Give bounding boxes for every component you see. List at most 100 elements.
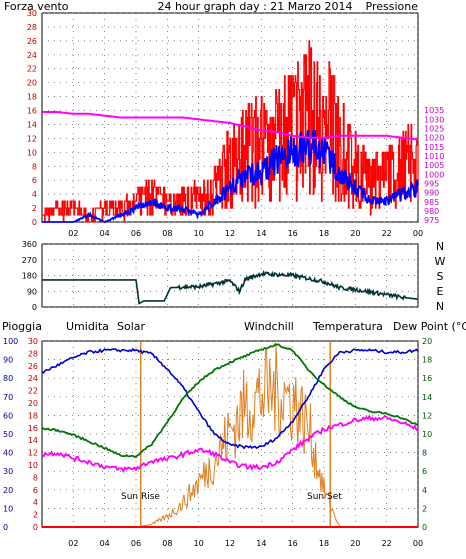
- x-tick-label: 12: [225, 539, 235, 548]
- rain-y-tick: 30: [28, 337, 38, 346]
- humidity-y-tick: 50: [3, 430, 13, 439]
- temperature-y-tick: 4: [422, 486, 427, 495]
- direction-grid: [42, 243, 419, 308]
- pressure-y-tick: 975: [424, 216, 439, 225]
- x-tick-label: 18: [319, 229, 329, 238]
- rain-title: Pioggia: [2, 320, 42, 333]
- humidity-y-tick: 60: [3, 411, 13, 420]
- rain-y-tick: 22: [28, 387, 38, 396]
- x-tick-label: 20: [350, 539, 360, 548]
- pressure-y-tick: 1000: [424, 170, 444, 179]
- x-tick-label: 14: [256, 539, 266, 548]
- wind-y-tick: 14: [27, 120, 37, 129]
- x-tick-label: 08: [162, 229, 172, 238]
- wind-y-tick: 22: [27, 65, 37, 74]
- humidity-y-tick: 100: [3, 337, 18, 346]
- sunset-label: Sun Set: [307, 492, 342, 502]
- temperature-y-tick: 18: [422, 356, 432, 365]
- x-tick-label: 06: [131, 539, 141, 548]
- pressure-y-tick: 1035: [424, 106, 444, 115]
- direction-frame: [41, 243, 419, 308]
- temperature-y-tick: 14: [422, 393, 432, 402]
- wind-y-tick: 20: [27, 79, 37, 88]
- pressure-y-tick: 1025: [424, 125, 444, 134]
- temp-grid: [42, 340, 419, 528]
- wind-avg-series: [42, 129, 419, 223]
- rain-y-tick: 20: [28, 399, 38, 408]
- temperature-title: Temperatura: [312, 320, 383, 333]
- rain-y-tick: 12: [28, 449, 38, 458]
- humidity-y-tick: 30: [3, 467, 13, 476]
- pressure-title: Pressione: [366, 0, 419, 13]
- wind-y-tick: 24: [27, 51, 37, 60]
- wind-y-tick: 26: [27, 37, 37, 46]
- temperature-y-tick: 0: [422, 523, 427, 532]
- direction-y-tick: 90: [27, 287, 37, 296]
- wind-gust-series: [42, 40, 419, 223]
- sunrise-label: Sun Rise: [121, 492, 160, 502]
- wind-pressure-panel: 0246810121416182022242628309759809859909…: [27, 9, 445, 238]
- wind-direction-series: [42, 269, 419, 305]
- compass-label: N: [436, 300, 444, 313]
- wind-y-tick: 4: [32, 190, 37, 199]
- wind-y-tick: 28: [27, 23, 37, 32]
- wind-y-tick: 12: [27, 134, 37, 143]
- x-tick-label: 12: [225, 229, 235, 238]
- compass-label: E: [437, 285, 444, 298]
- x-tick-label: 10: [194, 539, 204, 548]
- pressure-y-tick: 1015: [424, 143, 444, 152]
- x-tick-label: 22: [382, 539, 392, 548]
- dewpoint-title: Dew Point (°C): [393, 320, 466, 333]
- rain-y-tick: 2: [33, 511, 38, 520]
- wind-y-tick: 30: [27, 9, 37, 18]
- wind-y-tick: 8: [32, 162, 37, 171]
- rain-y-tick: 10: [28, 461, 38, 470]
- compass-label: W: [435, 255, 446, 268]
- x-tick-label: 10: [194, 229, 204, 238]
- humidity-y-tick: 40: [3, 449, 13, 458]
- pressure-series: [42, 111, 419, 141]
- humidity-y-tick: 0: [3, 523, 8, 532]
- x-tick-label: 14: [256, 229, 266, 238]
- temperature-y-tick: 6: [422, 467, 427, 476]
- wind-y-tick: 2: [32, 204, 37, 213]
- humidity-y-tick: 90: [3, 356, 13, 365]
- compass-label: N: [436, 240, 444, 253]
- rain-y-tick: 24: [28, 374, 38, 383]
- temperature-humidity-panel: 0102030405060708090100024681012141618202…: [3, 337, 432, 548]
- rain-y-tick: 28: [28, 349, 38, 358]
- x-tick-label: 18: [319, 539, 329, 548]
- temperature-y-tick: 2: [422, 504, 427, 513]
- wind-y-tick: 6: [32, 176, 37, 185]
- pressure-y-tick: 980: [424, 207, 439, 216]
- temperature-y-tick: 12: [422, 411, 432, 420]
- pressure-y-tick: 985: [424, 198, 439, 207]
- x-tick-label: 16: [288, 539, 298, 548]
- dewpoint-series: [41, 414, 419, 474]
- x-tick-label: 02: [68, 229, 78, 238]
- rain-y-tick: 18: [28, 411, 38, 420]
- x-tick-label: 20: [350, 229, 360, 238]
- x-tick-label: 04: [100, 229, 110, 238]
- temperature-y-tick: 10: [422, 430, 432, 439]
- wind-force-title: Forza vento: [4, 0, 69, 13]
- temperature-series: [41, 343, 419, 459]
- humidity-series: [41, 347, 419, 450]
- direction-y-tick: 180: [22, 272, 37, 281]
- direction-y-tick: 360: [22, 240, 37, 249]
- rain-y-tick: 0: [33, 523, 38, 532]
- rain-y-tick: 16: [28, 424, 38, 433]
- windchill-title: Windchill: [244, 320, 294, 333]
- x-tick-label: 16: [288, 229, 298, 238]
- wind-y-tick: 10: [27, 148, 37, 157]
- temp-frame: [41, 340, 419, 528]
- temperature-y-tick: 16: [422, 374, 432, 383]
- temperature-y-tick: 8: [422, 449, 427, 458]
- rain-y-tick: 4: [33, 498, 38, 507]
- pressure-y-tick: 1005: [424, 161, 444, 170]
- humidity-title: Umidita: [66, 320, 109, 333]
- x-tick-label: 02: [68, 539, 78, 548]
